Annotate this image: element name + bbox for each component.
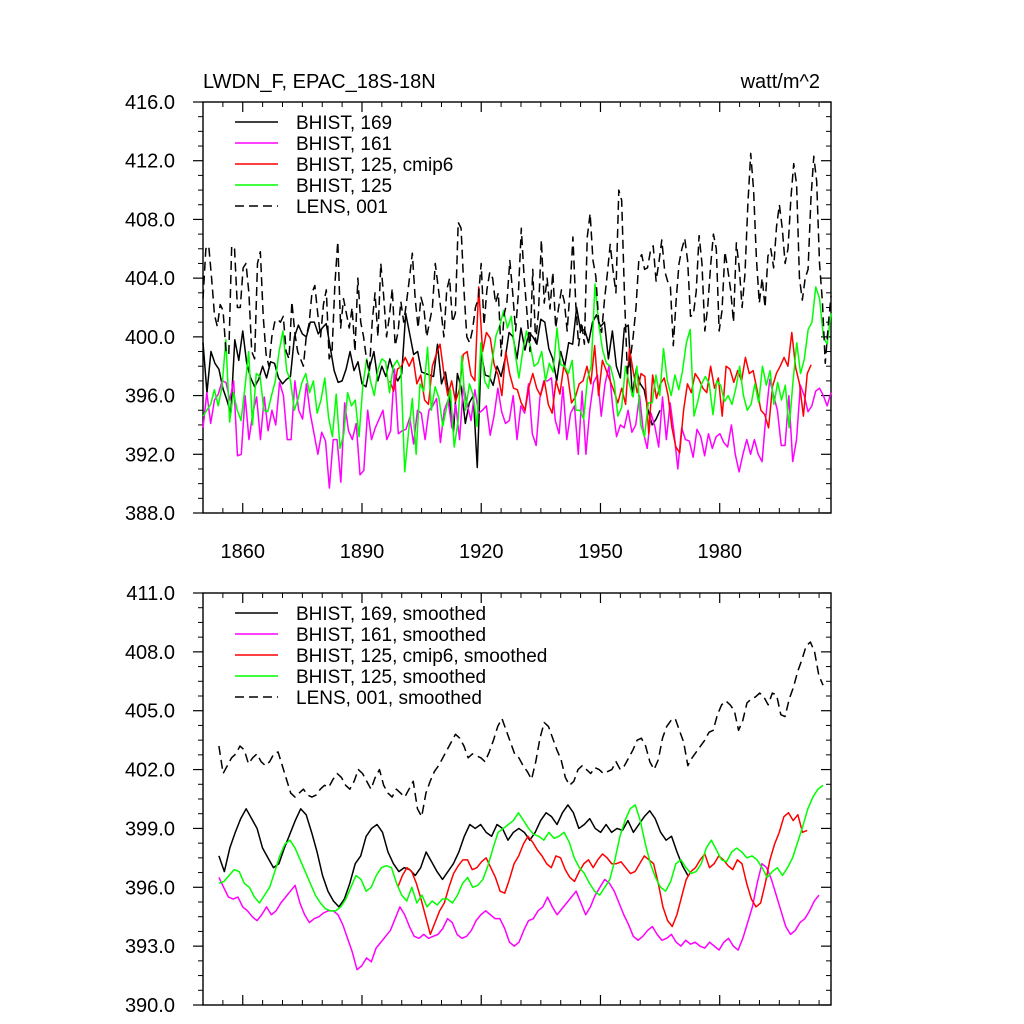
top-ytick-label: 404.0 — [125, 268, 175, 290]
bot-ytick-label: 408.0 — [125, 642, 175, 664]
bot-legend-label: BHIST, 125, cmip6, smoothed — [296, 646, 547, 667]
top-legend-label: BHIST, 169 — [296, 113, 392, 134]
top-ytick-label: 400.0 — [125, 327, 175, 349]
top-ytick-label: 412.0 — [125, 151, 175, 173]
bot-ytick-label: 399.0 — [125, 818, 175, 840]
top-ytick-label: 408.0 — [125, 209, 175, 231]
bot-series-line-3 — [397, 811, 808, 936]
bot-legend-label: BHIST, 169, smoothed — [296, 604, 486, 625]
top-xtick-label: 1890 — [340, 541, 385, 563]
top-ytick-label: 388.0 — [125, 503, 175, 525]
top-panel-title: LWDN_F, EPAC_18S-18N — [203, 71, 436, 93]
top-xtick-label: 1950 — [578, 541, 623, 563]
bot-ytick-label: 396.0 — [125, 877, 175, 899]
bot-legend-label: BHIST, 161, smoothed — [296, 625, 486, 646]
top-xtick-label: 1860 — [220, 541, 265, 563]
top-panel: LWDN_F, EPAC_18S-18N watt/m^2 388.0 392.0… — [125, 71, 832, 563]
top-ytick-label: 392.0 — [125, 444, 175, 466]
bot-legend-label: LENS, 001, smoothed — [296, 688, 482, 709]
bot-ytick-label: 402.0 — [125, 760, 175, 782]
bot-ytick-label: 390.0 — [125, 995, 175, 1017]
top-series-line-1 — [202, 306, 661, 469]
bot-series-line-5 — [218, 641, 824, 818]
top-series-line-2 — [202, 365, 832, 489]
top-series-line-4 — [202, 283, 832, 473]
bot-legend-label: BHIST, 125, smoothed — [296, 667, 486, 688]
top-panel-units: watt/m^2 — [740, 71, 820, 93]
bot-series-line-4 — [218, 784, 824, 912]
top-legend-label: BHIST, 125 — [296, 176, 392, 197]
top-xtick-label: 1920 — [459, 541, 504, 563]
top-legend-label: LENS, 001 — [296, 197, 388, 218]
top-xtick-label: 1980 — [697, 541, 742, 563]
bot-ytick-label: 411.0 — [126, 583, 175, 605]
top-series-line-5 — [202, 152, 832, 375]
bot-ytick-label: 405.0 — [125, 701, 175, 723]
bot-ytick-label: 393.0 — [125, 936, 175, 958]
top-legend-label: BHIST, 161 — [296, 134, 392, 155]
bot-series-line-1 — [218, 804, 689, 908]
bot-series-line-2 — [218, 862, 820, 971]
bottom-panel: 390.0 393.0 396.0 399.0 402.0 405.0 408.0 411.0… — [125, 583, 832, 1017]
top-ytick-label: 416.0 — [125, 92, 175, 114]
top-ytick-label: 396.0 — [125, 386, 175, 408]
top-legend-label: BHIST, 125, cmip6 — [296, 155, 453, 176]
